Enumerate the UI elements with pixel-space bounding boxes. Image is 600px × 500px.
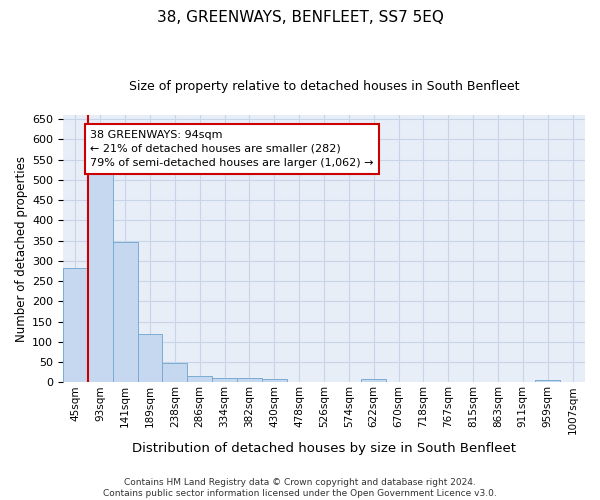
Bar (187, 376, 212, 382)
Bar (163, 362, 187, 382)
Text: 38, GREENWAYS, BENFLEET, SS7 5EQ: 38, GREENWAYS, BENFLEET, SS7 5EQ (157, 10, 443, 25)
Bar (262, 379, 287, 382)
Y-axis label: Number of detached properties: Number of detached properties (15, 156, 28, 342)
Text: 38 GREENWAYS: 94sqm
← 21% of detached houses are smaller (282)
79% of semi-detac: 38 GREENWAYS: 94sqm ← 21% of detached ho… (91, 130, 374, 168)
Title: Size of property relative to detached houses in South Benfleet: Size of property relative to detached ho… (129, 80, 519, 93)
Bar (63, 268, 88, 382)
Bar (88, 170, 113, 382)
Bar (361, 379, 386, 382)
Text: Contains HM Land Registry data © Crown copyright and database right 2024.
Contai: Contains HM Land Registry data © Crown c… (103, 478, 497, 498)
Bar (212, 378, 237, 382)
X-axis label: Distribution of detached houses by size in South Benfleet: Distribution of detached houses by size … (132, 442, 516, 455)
Bar (535, 380, 560, 382)
Bar (137, 334, 163, 382)
Bar (113, 242, 137, 382)
Bar (237, 378, 262, 382)
